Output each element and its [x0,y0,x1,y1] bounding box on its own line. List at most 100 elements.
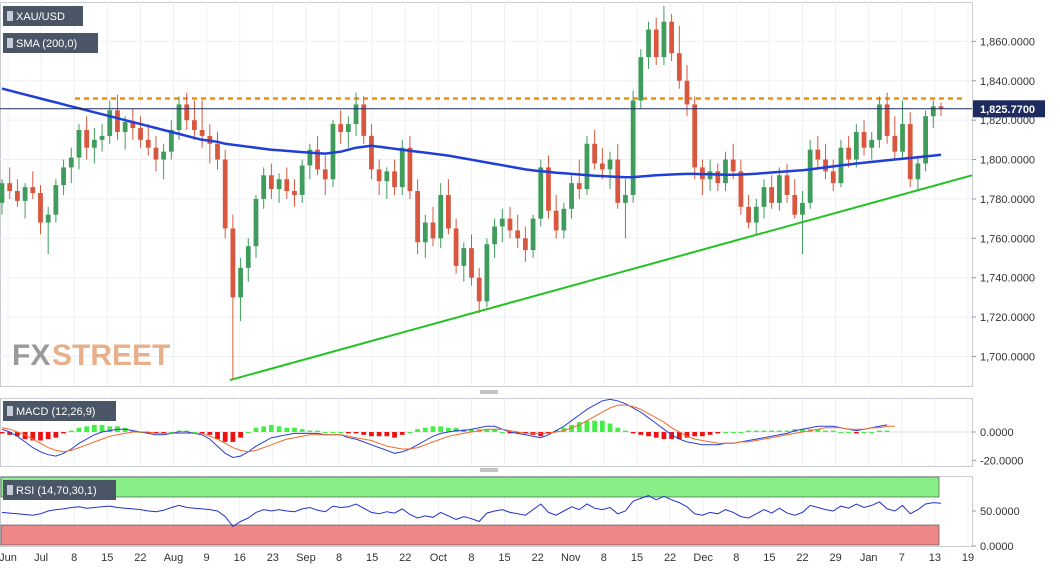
macd-hist-bar [184,430,190,432]
macd-hist-bar [484,429,490,432]
candle-body [930,106,936,117]
candle-body [392,171,397,188]
macd-hist-bar [723,432,728,433]
y-axis: 1,700.0000 1,720.0000 1,740.0000 1,760.0000… [972,36,1035,553]
watermark: FX STREET [12,339,170,372]
macd-hist-bar [823,430,828,432]
macd-hist-bar [230,432,236,442]
candle-body [53,185,59,215]
macd-hist-bar [161,432,167,434]
macd-hist-bar [76,427,82,432]
macd-hist-bar [761,430,767,432]
x-tick-label: 23 [267,552,279,564]
candle-body [376,169,382,182]
candle-body [669,21,675,54]
candle-body [84,130,90,148]
macd-hist-bar [199,432,205,434]
candle-body [176,104,182,130]
macd-hist-bar [399,432,405,435]
x-tick-label: 15 [631,552,643,564]
macd-hist-bar [646,432,651,437]
candle-body [0,183,5,203]
macd-hist-bar [884,430,890,432]
macd-hist-bar [192,432,197,433]
macd-hist-bar [22,432,28,440]
macd-hist-bar [669,432,675,440]
candle-body [915,163,921,180]
candle-body [61,167,66,186]
candle-body [907,124,913,180]
last-price-value: 1,825.7700 [980,104,1035,116]
candle-body [823,159,828,172]
y-tick-label: 1,820.0000 [980,115,1035,127]
rsi-badge[interactable]: RSI (14,70,30,1) [3,480,116,500]
x-tick-label: 9 [204,552,210,564]
candle-body [315,149,320,170]
candle-body [792,194,798,215]
macd-hist-bar [292,427,297,432]
macd-hist-bar [130,430,136,432]
x-tick-label: 7 [899,552,905,564]
sma-line [1,87,942,179]
candle-body [499,218,505,227]
macd-hist-bar [661,432,667,440]
macd-hist-bar [730,432,736,433]
candle-body [861,131,867,148]
macd-hist-bar [30,432,36,441]
candle-body [776,175,782,203]
candle-body [607,159,613,170]
candle-body [22,187,28,201]
candle-body [800,202,805,215]
symbol-badge[interactable]: XAU/USD [3,6,83,26]
candle-body [492,226,497,245]
macd-hist-bar [145,432,151,434]
candle-body [853,131,859,160]
macd-hist-bar [45,432,51,440]
candle-body [753,206,759,223]
macd-hist-bar [338,432,344,433]
x-tick-label: 8 [336,552,342,564]
macd-badge[interactable]: MACD (12,26,9) [3,401,116,421]
candle-body [184,104,190,121]
x-tick-label: Dec [693,552,713,564]
macd-hist-bar [407,432,413,433]
y-tick-label: 1,860.0000 [980,36,1035,48]
macd-hist-bar [830,430,836,432]
macd-hist-bar [607,423,613,432]
macd-hist-bar [861,432,867,433]
macd-hist-bar [15,432,20,437]
macd-label: MACD (12,26,9) [16,406,95,418]
candle-body [592,143,598,164]
candle-body [646,29,651,58]
candle-body [461,248,467,266]
macd-hist-bar [877,430,882,432]
macd-hist-bar [330,432,336,433]
x-tick-label: 15 [101,552,113,564]
candle-body [38,193,43,223]
candle-body [630,100,636,195]
macd-hist-bar [153,432,159,434]
candle-body [569,183,574,209]
x-axis: Jun Jul 8 15 22 Aug 9 16 23 Sep 8 15 22 Oct 8 15 22 Nov 8 1… [0,552,974,564]
sma-badge[interactable]: SMA (200,0) [3,33,98,53]
candle-body [692,104,698,168]
macd-hist-bar [715,432,721,434]
macd-hist-bar [738,432,744,433]
macd-hist-bar [168,432,174,433]
macd-hist-bar [638,432,644,435]
macd-hist-bar [569,424,574,432]
x-tick-label: 22 [134,552,146,564]
candle-body [615,159,621,203]
candle-body [469,248,474,278]
x-tick-label: Nov [561,552,581,564]
candle-body [561,208,567,231]
candle-body [115,110,120,132]
candle-body [676,53,682,81]
candle-body [553,210,559,231]
x-tick-label: 22 [532,552,544,564]
macd-hist-bar [422,427,428,432]
candle-body [938,106,944,109]
candle-body [623,194,628,203]
panel-splitters[interactable] [480,390,498,472]
rsi-oversold-zone [0,524,940,546]
